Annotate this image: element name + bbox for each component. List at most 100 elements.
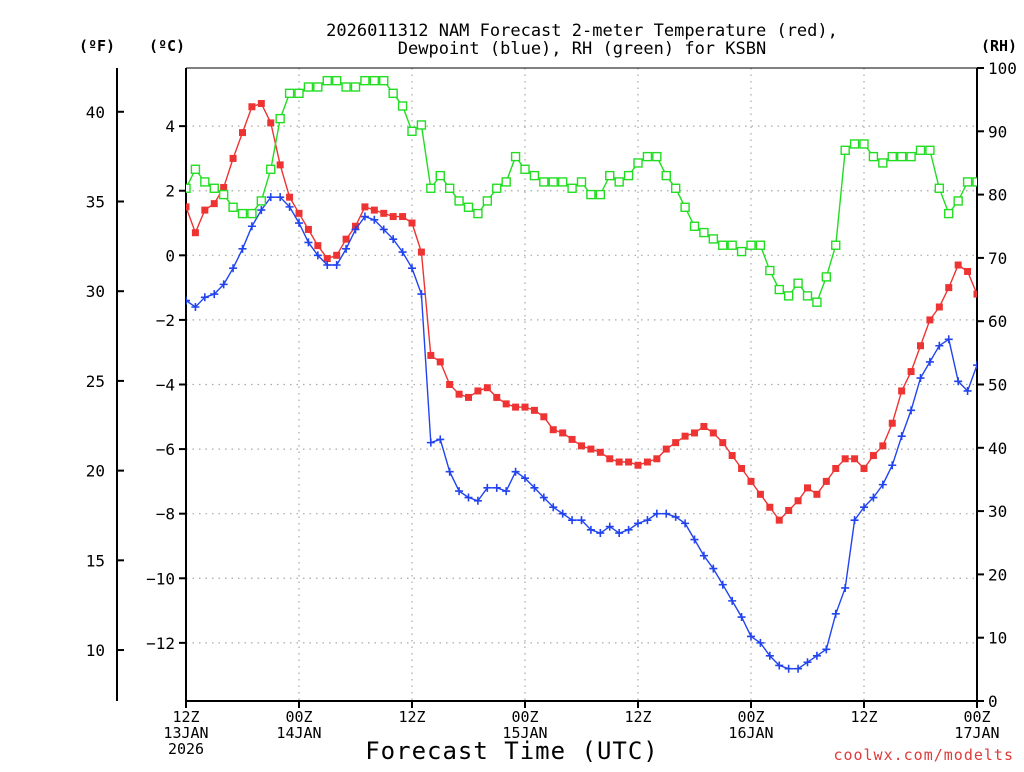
temperature-point	[879, 442, 887, 450]
dewpoint-series	[186, 193, 977, 673]
rh-point	[605, 170, 615, 181]
dewpoint-point	[671, 512, 680, 521]
temperature-point	[568, 435, 576, 443]
rh-point	[633, 158, 643, 168]
rh-point	[256, 196, 267, 206]
rh-tick-label: 80	[988, 186, 1007, 205]
rh-point	[444, 183, 455, 193]
dewpoint-point	[624, 525, 633, 534]
x-tick-label: 12Z	[172, 708, 199, 726]
rh-point	[783, 291, 794, 301]
fahrenheit-tick-label: 30	[86, 282, 105, 301]
dewpoint-point	[238, 244, 247, 253]
rh-point	[510, 151, 521, 162]
dewpoint-point	[690, 535, 699, 544]
dewpoint-point	[398, 248, 407, 257]
temperature-point	[276, 161, 284, 169]
x-tick-label: 12Z	[624, 708, 651, 726]
temperature-point	[559, 429, 567, 437]
temperature-point	[653, 455, 661, 463]
chart-title-line: 2026011312 NAM Forecast 2-meter Temperat…	[326, 21, 838, 41]
celsius-tick-label: 4	[165, 117, 175, 136]
fahrenheit-tick-label: 25	[86, 372, 105, 391]
x-tick-label: 14JAN	[276, 724, 321, 742]
dewpoint-point	[342, 244, 351, 253]
rh-point	[972, 177, 977, 187]
dewpoint-point	[681, 519, 690, 528]
rh-point	[388, 88, 398, 99]
rh-point	[642, 151, 653, 162]
dewpoint-point	[577, 516, 586, 525]
dewpoint-point	[841, 583, 850, 592]
fahrenheit-unit-label: (ºF)	[79, 37, 115, 55]
temperature-point	[672, 439, 680, 447]
dewpoint-point	[295, 219, 303, 228]
rh-point	[313, 82, 323, 92]
dewpoint-point	[803, 658, 812, 667]
temperature-point	[465, 393, 472, 401]
dewpoint-point	[709, 564, 718, 573]
dewpoint-point	[530, 483, 539, 492]
dewpoint-point	[492, 483, 501, 492]
fahrenheit-tick-label: 20	[86, 462, 105, 481]
temperature-point	[474, 387, 482, 395]
temperature-point	[455, 390, 463, 398]
temperature-point	[709, 429, 717, 437]
rh-line	[186, 79, 977, 304]
rh-point	[953, 196, 963, 206]
rh-point	[501, 177, 511, 187]
rh-point	[294, 88, 304, 99]
celsius-tick-label: −2	[156, 311, 175, 330]
rh-point	[661, 170, 671, 181]
temperature-point	[794, 497, 802, 505]
dewpoint-point	[944, 335, 953, 344]
dewpoint-point	[502, 487, 511, 496]
dewpoint-point	[426, 438, 435, 447]
temperature-point	[973, 290, 977, 298]
dewpoint-point	[765, 651, 774, 660]
rh-point	[793, 278, 803, 288]
rh-point	[473, 208, 483, 219]
grid-lines	[186, 68, 977, 701]
rh-point	[190, 164, 201, 174]
rh-point	[821, 272, 832, 282]
temperature-point	[926, 316, 934, 324]
temperature-point	[860, 464, 868, 472]
temperature-point	[417, 248, 425, 256]
fahrenheit-tick-label: 35	[86, 192, 105, 211]
rh-point	[407, 126, 417, 137]
rh-tick-label: 60	[988, 312, 1007, 331]
dewpoint-point	[455, 487, 464, 496]
rh-point	[595, 189, 606, 200]
rh-point	[416, 120, 427, 130]
temperature-point	[747, 477, 755, 485]
x-tick-label: 15JAN	[502, 724, 547, 742]
temperature-point	[512, 403, 520, 411]
dewpoint-point	[408, 264, 416, 273]
rh-point	[557, 177, 568, 187]
temperature-point	[634, 461, 642, 469]
dewpoint-point	[973, 361, 977, 370]
temperature-point	[361, 203, 369, 211]
dewpoint-point	[963, 386, 972, 395]
rh-point	[379, 75, 389, 86]
rh-tick-label: 30	[988, 502, 1007, 521]
temperature-point	[502, 400, 510, 408]
celsius-unit-label: (ºC)	[149, 37, 185, 55]
rh-point	[878, 158, 888, 168]
temperature-point	[606, 455, 614, 463]
dewpoint-point	[389, 235, 398, 244]
dewpoint-point	[878, 480, 887, 489]
dewpoint-point	[586, 525, 595, 534]
rh-point	[944, 208, 954, 219]
dewpoint-point	[313, 251, 322, 260]
rh-tick-label: 50	[988, 376, 1007, 395]
temperature-point	[229, 154, 237, 162]
dewpoint-point	[643, 516, 652, 525]
temperature-point	[691, 429, 698, 437]
rh-point	[755, 240, 766, 250]
temperature-point	[483, 384, 491, 392]
temperature-point	[766, 503, 774, 511]
